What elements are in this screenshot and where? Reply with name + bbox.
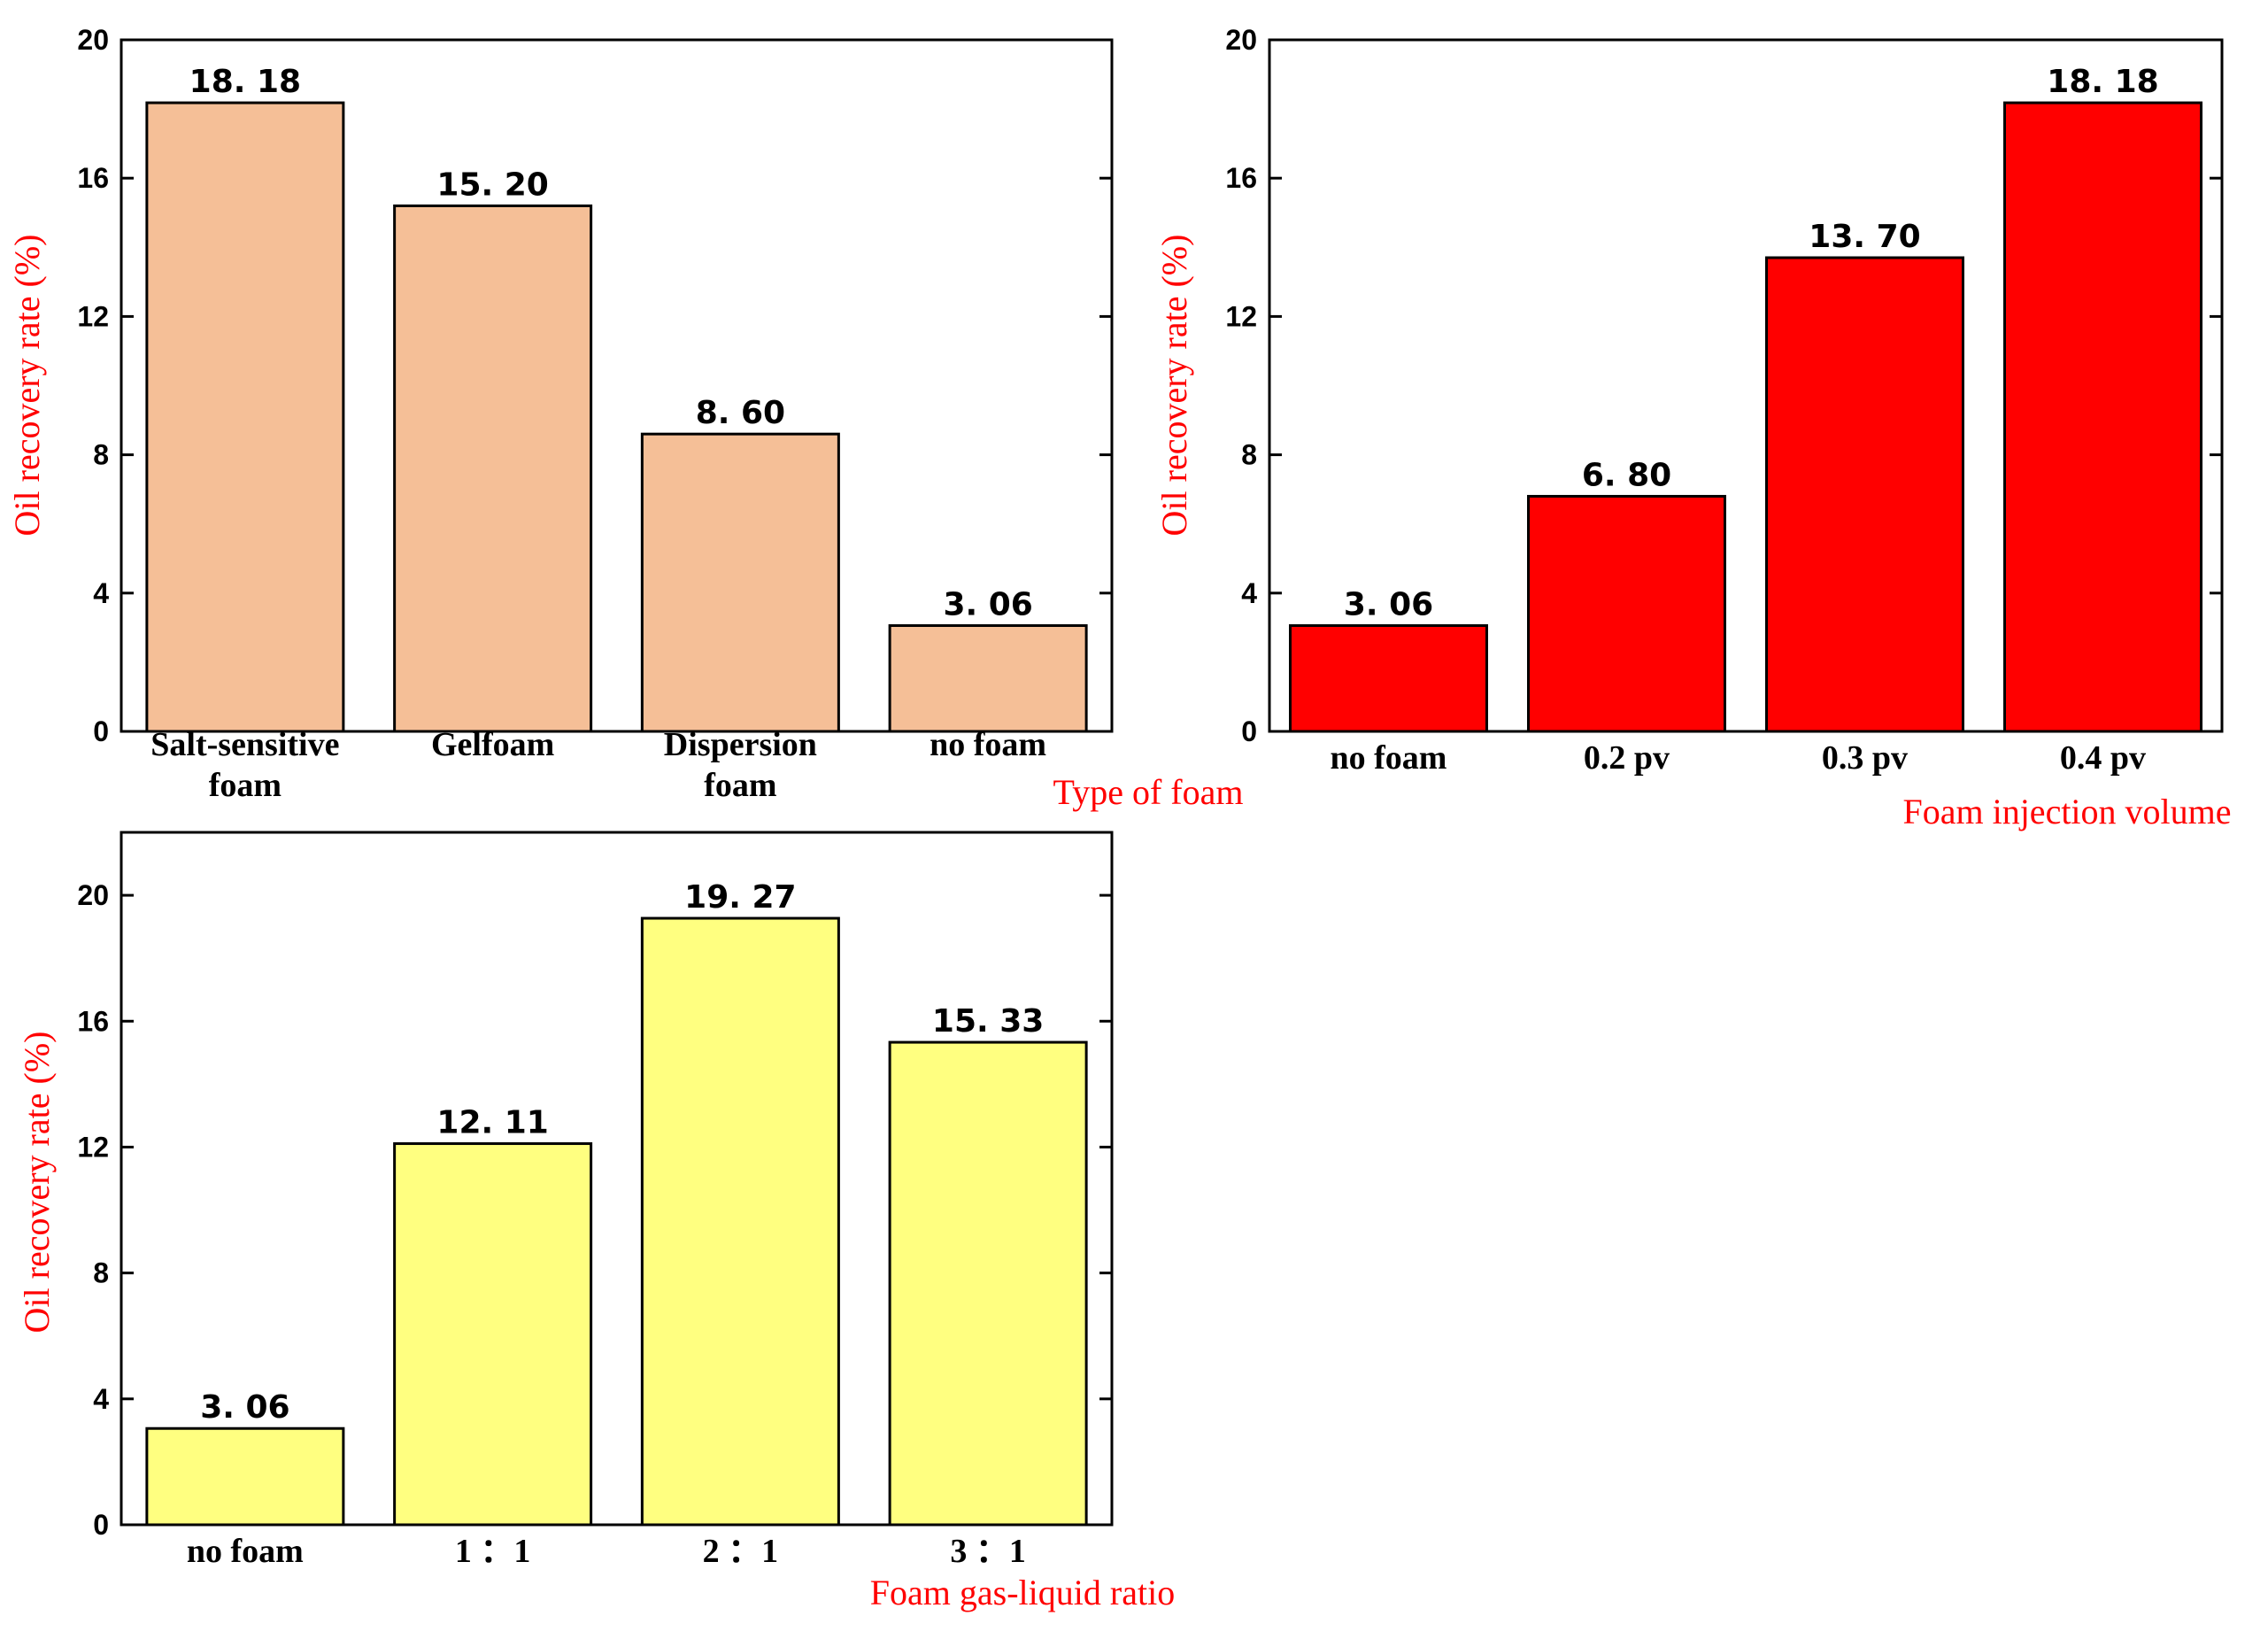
x-tick-label: Dispersion foam xyxy=(664,726,817,804)
bar xyxy=(145,101,345,733)
y-tick-label: 4 xyxy=(1241,577,1257,609)
plot-frame xyxy=(1268,38,2224,733)
data-label: 3. 06 xyxy=(200,1389,289,1426)
y-tick-label: 20 xyxy=(1225,24,1257,56)
data-label: 12. 11 xyxy=(436,1105,548,1141)
plot-frame xyxy=(120,831,1114,1527)
data-label: 3. 06 xyxy=(943,587,1032,623)
x-tick-label: 3 ：1 xyxy=(950,1533,1026,1570)
y-tick-label: 12 xyxy=(77,1131,109,1163)
x-tick-label: 2 ：1 xyxy=(703,1533,779,1570)
x-axis-title: Type of foam xyxy=(1053,772,1244,812)
bar xyxy=(888,1040,1088,1527)
x-tick-label: 0.2 pv xyxy=(1584,739,1670,777)
x-tick-label: Salt-sensitive foam xyxy=(150,726,339,804)
data-label: 15. 20 xyxy=(436,166,548,203)
data-label: 8. 60 xyxy=(696,395,785,431)
data-label: 15. 33 xyxy=(932,1003,1044,1040)
bar-chart-3: 3. 06 no foam 12. 11 1 ：1 19. 27 2 ：1 15. 33 3 … xyxy=(17,831,1175,1612)
x-tick-label: 0.4 pv xyxy=(2060,739,2146,777)
y-tick-label: 0 xyxy=(93,1509,109,1541)
y-tick-label: 12 xyxy=(77,300,109,332)
bar xyxy=(1765,256,1964,733)
bar xyxy=(640,916,840,1527)
x-tick-label: no foam xyxy=(187,1533,304,1570)
y-tick-label: 16 xyxy=(1225,162,1257,194)
data-label: 18. 18 xyxy=(2047,64,2158,100)
y-tick-label: 4 xyxy=(93,1383,109,1415)
x-tick-label: 1 ：1 xyxy=(455,1533,531,1570)
bar xyxy=(393,204,593,733)
y-tick-label: 8 xyxy=(93,1257,109,1289)
bar xyxy=(2003,101,2202,733)
y-tick-label: 16 xyxy=(77,162,109,194)
y-tick-label: 20 xyxy=(77,879,109,911)
bar xyxy=(393,1142,593,1527)
data-label: 13. 70 xyxy=(1809,219,1920,255)
bar xyxy=(145,1426,345,1527)
data-label: 18. 18 xyxy=(189,64,301,100)
plot-frame xyxy=(120,38,1114,733)
bar xyxy=(640,432,840,733)
bar xyxy=(888,624,1088,733)
x-axis-title: Foam injection volume xyxy=(1902,792,2231,831)
bar-chart-2: 3. 06 no foam 6. 80 0.2 pv 13. 70 0.3 pv 18. 1… xyxy=(1154,24,2232,831)
data-label: 3. 06 xyxy=(1344,587,1433,623)
y-tick-label: 0 xyxy=(1241,715,1257,747)
y-tick-label: 0 xyxy=(93,715,109,747)
y-tick-label: 12 xyxy=(1225,300,1257,332)
bar xyxy=(1289,624,1488,733)
y-tick-label: 20 xyxy=(77,24,109,56)
y-axis-title: Oil recovery rate (%) xyxy=(17,1032,57,1334)
x-tick-label: 0.3 pv xyxy=(1822,739,1908,777)
x-tick-label: no foam xyxy=(1331,739,1447,777)
bar xyxy=(1527,494,1726,733)
y-tick-label: 8 xyxy=(1241,439,1257,471)
y-tick-label: 8 xyxy=(93,439,109,471)
y-tick-label: 16 xyxy=(77,1005,109,1037)
x-axis-title: Foam gas-liquid ratio xyxy=(870,1573,1175,1612)
y-tick-label: 4 xyxy=(93,577,109,609)
data-label: 6. 80 xyxy=(1582,457,1671,493)
y-axis-title: Oil recovery rate (%) xyxy=(1154,235,1194,537)
y-axis-title: Oil recovery rate (%) xyxy=(7,235,47,537)
data-label: 19. 27 xyxy=(684,879,796,916)
